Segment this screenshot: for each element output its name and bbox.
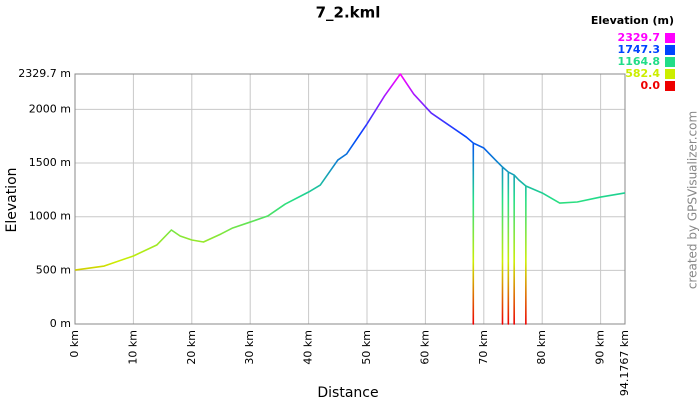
legend-label: 582.4 [625, 67, 660, 80]
x-tick-label: 40 km [302, 330, 315, 365]
legend-label: 1747.3 [618, 43, 660, 56]
y-tick-label: 500 m [36, 263, 71, 276]
x-tick-label: 10 km [126, 330, 139, 365]
y-tick-label: 2000 m [29, 102, 71, 115]
legend-swatch [665, 81, 675, 91]
legend-swatch [665, 57, 675, 67]
y-tick-label: 2329.7 m [18, 67, 71, 80]
x-tick-label: 0 km [68, 330, 81, 358]
x-tick-label: 30 km [243, 330, 256, 365]
legend-swatch [665, 33, 675, 43]
x-tick-label: 70 km [477, 330, 490, 365]
y-tick-label: 1500 m [29, 156, 71, 169]
x-tick-label: 60 km [418, 330, 431, 365]
watermark: created by GPSVisualizer.com [686, 111, 700, 289]
y-axis-label: Elevation [4, 167, 20, 232]
chart-title: 7_2.kml [316, 4, 381, 22]
x-tick-label: 90 km [594, 330, 607, 365]
plot-frame [74, 73, 626, 325]
x-tick-label: 94.1767 km [618, 330, 631, 396]
elevation-line [74, 73, 626, 325]
legend-title: Elevation (m) [591, 14, 674, 27]
x-tick-label: 50 km [360, 330, 373, 365]
legend-label: 0.0 [641, 79, 661, 92]
legend-label: 1164.8 [618, 55, 660, 68]
x-tick-label: 20 km [185, 330, 198, 365]
x-tick-label: 80 km [535, 330, 548, 365]
x-axis-label: Distance [317, 385, 378, 400]
y-tick-label: 0 m [50, 317, 71, 330]
legend-swatch [665, 69, 675, 79]
legend-swatch [665, 45, 675, 55]
legend-label: 2329.7 [618, 31, 660, 44]
y-tick-label: 1000 m [29, 210, 71, 223]
